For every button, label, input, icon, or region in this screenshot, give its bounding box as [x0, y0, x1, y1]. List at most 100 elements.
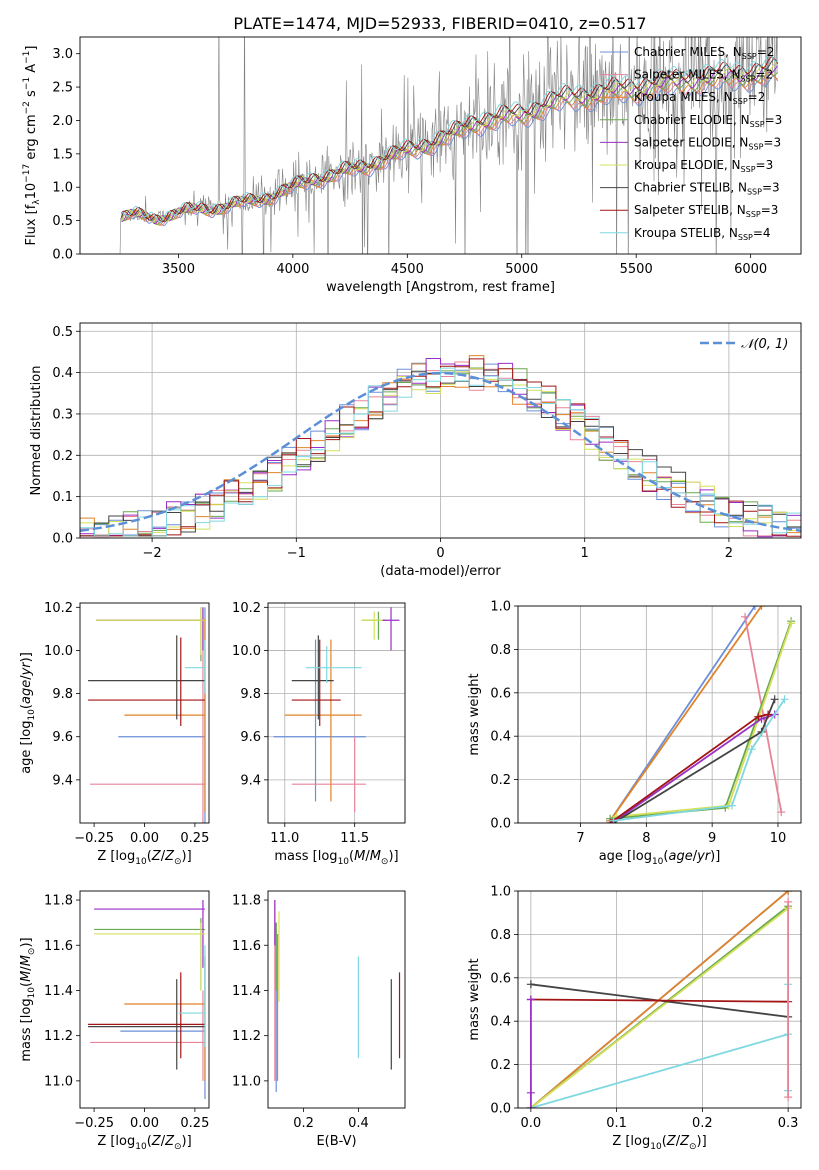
legend-entry: Chabrier MILES, NSSP=2 — [634, 45, 774, 61]
plot-area-age-mass — [268, 603, 405, 823]
axes-frame — [517, 890, 802, 1109]
y-tick-label: 0.2 — [490, 1058, 511, 1073]
legend-entry: Kroupa STELIB, NSSP=4 — [634, 226, 771, 242]
y-tick-label: 0.6 — [490, 686, 511, 701]
axes-frame — [79, 602, 210, 824]
weight-point — [784, 897, 793, 906]
x-tick-label: 0.3 — [778, 1116, 799, 1131]
y-tick-label: 11.8 — [44, 894, 73, 909]
y-tick-label: 9.6 — [52, 730, 73, 745]
legend-text: Chabrier ELODIE, N — [634, 113, 750, 127]
x-tick-label: 4000 — [276, 262, 309, 277]
y-tick-label: 1.5 — [52, 147, 73, 162]
label-part: / — [365, 849, 370, 864]
weight-point — [784, 1093, 793, 1102]
label-part: Z — [679, 1134, 690, 1149]
x-tick-label: 0.2 — [692, 1116, 713, 1131]
label-part: ( — [19, 704, 34, 709]
histogram-salpeter-stelib — [80, 358, 801, 537]
legend-sub: SSP — [733, 97, 748, 106]
y-tick-label: 11.2 — [232, 1029, 261, 1044]
y-tick-label: 11.0 — [44, 1074, 73, 1089]
label-part: / — [161, 1134, 166, 1149]
legend-sub: SSP — [750, 120, 765, 129]
y-tick-label: 0.8 — [490, 643, 511, 658]
panel-age-mass: 11.0 11.5 9.4 9.6 9.8 10.0 10.2 mass [log10​(M/… — [232, 601, 406, 867]
label-part: ( — [662, 1134, 667, 1149]
y-tick-label: 0.4 — [490, 730, 511, 745]
plot-area-massweight-Z — [518, 891, 801, 1108]
legend-entry: Salpeter ELODIE, NSSP=3 — [634, 135, 781, 151]
legend-text: Chabrier STELIB, N — [634, 181, 747, 195]
label-part: A — [24, 64, 39, 77]
legend-text: Salpeter ELODIE, N — [634, 135, 748, 149]
y-tick-label: 9.4 — [52, 773, 73, 788]
label-part: yr — [696, 849, 712, 864]
y-tick-label: 0.6 — [490, 971, 511, 986]
weight-line-salpeter-elodie — [611, 713, 775, 823]
weight-point — [747, 745, 756, 754]
model-line-salpeter-stelib — [120, 56, 779, 223]
label-part: 10 — [652, 857, 664, 867]
x-tick-label: 0.2 — [293, 1116, 314, 1131]
label-part: Flux [f — [24, 204, 39, 245]
label-part: −1 — [22, 51, 32, 64]
legend-text: Kroupa ELODIE, N — [634, 158, 741, 172]
x-tick-label: −2 — [143, 546, 162, 561]
label-part: ( — [147, 1134, 152, 1149]
legend-entry: Salpeter MILES, NSSP=2 — [634, 68, 773, 84]
label-part: ( — [147, 849, 152, 864]
x-tick-label: 6000 — [734, 262, 767, 277]
label-part: Z — [164, 1134, 175, 1149]
x-tick-label: −1 — [287, 546, 306, 561]
age-Z-x-label: Z [log10​(Z/Z⊙​)] — [97, 849, 191, 867]
y-tick-label: 0.5 — [52, 325, 73, 340]
label-part: −17 — [22, 164, 32, 183]
y-tick-label: 9.4 — [240, 773, 261, 788]
label-part: Z — [151, 849, 162, 864]
plot-area-mass-Z — [88, 900, 206, 1099]
label-part: Z — [164, 849, 175, 864]
legend-entry: 𝒩(0, 1) — [741, 337, 788, 352]
weight-line-kroupa-elodie — [530, 907, 789, 1108]
label-part: −1 — [22, 77, 32, 90]
legend-sub: SSP — [747, 188, 762, 197]
massweight-age-y-label: mass weight — [467, 673, 482, 755]
label-part: 10 — [338, 857, 350, 867]
x-tick-label: −0.25 — [74, 1116, 114, 1131]
label-part: age — [19, 680, 34, 704]
label-part: )] — [697, 1134, 707, 1149]
axes-frame — [267, 890, 406, 1109]
y-tick-label: 11.2 — [44, 1029, 73, 1044]
weight-point — [526, 1088, 535, 1097]
label-part: age [log — [599, 849, 652, 864]
weight-point — [780, 695, 789, 704]
label-part: ] — [24, 46, 39, 51]
panel-residuals: −2 −1 0 1 2 0.0 0.1 0.2 0.3 0.4 0.5 (data-model)/er… — [29, 322, 802, 579]
y-tick-label: 11.6 — [232, 939, 261, 954]
legend-val: =2 — [757, 45, 775, 59]
y-tick-label: 11.4 — [44, 984, 73, 999]
label-part: mass [log — [19, 998, 34, 1061]
label-part: )] — [19, 937, 34, 947]
legend-text: Salpeter STELIB, N — [634, 203, 746, 217]
label-part: λ — [32, 199, 42, 205]
age-mass-x-label: mass [log10​(M/M⊙​)] — [274, 849, 398, 867]
legend-val: =3 — [756, 158, 774, 172]
weight-point — [787, 619, 796, 628]
residuals-y-label: Normed distribution — [29, 366, 44, 496]
weight-line-kroupa-miles — [609, 606, 763, 822]
legend-sub: SSP — [742, 52, 757, 61]
y-tick-label: 0.4 — [52, 366, 73, 381]
legend-sub: SSP — [748, 142, 763, 151]
x-tick-label: 9 — [708, 831, 716, 846]
label-part: / — [676, 1134, 681, 1149]
legend-sub: SSP — [741, 75, 756, 84]
axes-frame — [79, 890, 210, 1109]
label-part: 10 — [135, 1142, 147, 1152]
mass-Z-y-label: mass [log10​(M/M⊙​)] — [19, 937, 37, 1061]
x-tick-label: 0.00 — [130, 831, 159, 846]
